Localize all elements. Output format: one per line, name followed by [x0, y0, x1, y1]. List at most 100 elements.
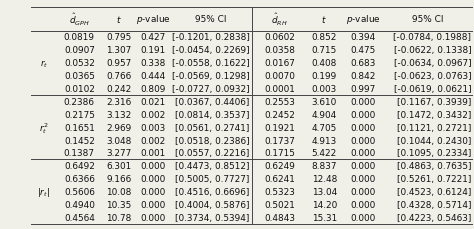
Text: 0.6492: 0.6492 [64, 162, 95, 171]
Text: 0.1387: 0.1387 [64, 149, 95, 158]
Text: 15.31: 15.31 [311, 213, 337, 222]
Text: [-0.0634, 0.0967]: [-0.0634, 0.0967] [394, 59, 472, 68]
Text: 14.20: 14.20 [311, 200, 337, 209]
Text: 6.301: 6.301 [106, 162, 132, 171]
Text: 0.795: 0.795 [106, 33, 132, 42]
Text: 0.4564: 0.4564 [64, 213, 95, 222]
Text: 0.0167: 0.0167 [264, 59, 295, 68]
Text: 0.000: 0.000 [350, 213, 375, 222]
Text: 2.316: 2.316 [106, 98, 132, 106]
Text: 0.1452: 0.1452 [64, 136, 95, 145]
Text: 0.000: 0.000 [350, 98, 375, 106]
Text: 2.969: 2.969 [106, 123, 132, 132]
Text: [0.4863, 0.7635]: [0.4863, 0.7635] [397, 162, 472, 171]
Text: 0.000: 0.000 [350, 187, 375, 196]
Text: 0.002: 0.002 [141, 110, 166, 119]
Text: [0.5261, 0.7221]: [0.5261, 0.7221] [397, 174, 472, 183]
Text: 0.842: 0.842 [350, 72, 375, 81]
Text: 0.2175: 0.2175 [64, 110, 95, 119]
Text: [-0.0784, 0.1988]: [-0.0784, 0.1988] [393, 33, 472, 42]
Text: 3.048: 3.048 [106, 136, 132, 145]
Text: 0.444: 0.444 [141, 72, 166, 81]
Text: $t$: $t$ [321, 14, 327, 25]
Text: 0.715: 0.715 [311, 46, 337, 55]
Text: [0.0814, 0.3537]: [0.0814, 0.3537] [175, 110, 249, 119]
Text: 0.4940: 0.4940 [64, 200, 95, 209]
Text: 0.000: 0.000 [350, 149, 375, 158]
Text: $\hat{d}_{RH}$: $\hat{d}_{RH}$ [271, 11, 288, 27]
Text: $|r_t|$: $|r_t|$ [37, 185, 50, 198]
Text: 0.957: 0.957 [106, 59, 132, 68]
Text: 0.427: 0.427 [141, 33, 166, 42]
Text: 0.199: 0.199 [311, 72, 337, 81]
Text: 0.000: 0.000 [350, 123, 375, 132]
Text: $r_t^2$: $r_t^2$ [39, 120, 48, 135]
Text: [-0.0623, 0.0763]: [-0.0623, 0.0763] [394, 72, 472, 81]
Text: 0.001: 0.001 [141, 149, 166, 158]
Text: [-0.0569, 0.1298]: [-0.0569, 0.1298] [172, 72, 249, 81]
Text: 8.837: 8.837 [311, 162, 337, 171]
Text: 0.997: 0.997 [350, 85, 375, 94]
Text: 0.021: 0.021 [141, 98, 166, 106]
Text: 4.705: 4.705 [311, 123, 337, 132]
Text: 12.48: 12.48 [311, 174, 337, 183]
Text: [0.4328, 0.5714]: [0.4328, 0.5714] [397, 200, 472, 209]
Text: [0.0557, 0.2216]: [0.0557, 0.2216] [175, 149, 249, 158]
Text: 0.2553: 0.2553 [264, 98, 295, 106]
Text: 0.002: 0.002 [141, 136, 166, 145]
Text: [0.4473, 0.8512]: [0.4473, 0.8512] [175, 162, 249, 171]
Text: $\hat{d}_{GPH}$: $\hat{d}_{GPH}$ [69, 11, 90, 27]
Text: 10.78: 10.78 [106, 213, 132, 222]
Text: 0.0070: 0.0070 [264, 72, 295, 81]
Text: 13.04: 13.04 [311, 187, 337, 196]
Text: $p$-value: $p$-value [136, 13, 171, 26]
Text: $p$-value: $p$-value [346, 13, 380, 26]
Text: 0.408: 0.408 [311, 59, 337, 68]
Text: [0.1167, 0.3939]: [0.1167, 0.3939] [397, 98, 472, 106]
Text: 0.000: 0.000 [350, 200, 375, 209]
Text: 0.809: 0.809 [141, 85, 166, 94]
Text: 0.000: 0.000 [350, 136, 375, 145]
Text: 0.000: 0.000 [141, 187, 166, 196]
Text: [0.0518, 0.2386]: [0.0518, 0.2386] [175, 136, 249, 145]
Text: 10.35: 10.35 [106, 200, 132, 209]
Text: 0.0001: 0.0001 [264, 85, 295, 94]
Text: 0.475: 0.475 [350, 46, 375, 55]
Text: 0.338: 0.338 [141, 59, 166, 68]
Text: [0.4523, 0.6124]: [0.4523, 0.6124] [397, 187, 472, 196]
Text: 0.000: 0.000 [141, 213, 166, 222]
Text: [0.4004, 0.5876]: [0.4004, 0.5876] [175, 200, 249, 209]
Text: 3.277: 3.277 [106, 149, 132, 158]
Text: 95% CI: 95% CI [412, 15, 443, 24]
Text: 0.0365: 0.0365 [64, 72, 95, 81]
Text: 0.242: 0.242 [106, 85, 132, 94]
Text: 5.422: 5.422 [311, 149, 337, 158]
Text: 0.1651: 0.1651 [64, 123, 95, 132]
Text: [0.1121, 0.2721]: [0.1121, 0.2721] [397, 123, 472, 132]
Text: 0.000: 0.000 [141, 162, 166, 171]
Text: 0.852: 0.852 [311, 33, 337, 42]
Text: 0.5323: 0.5323 [264, 187, 295, 196]
Text: [0.0367, 0.4406]: [0.0367, 0.4406] [175, 98, 249, 106]
Text: 0.6249: 0.6249 [264, 162, 295, 171]
Text: 4.913: 4.913 [311, 136, 337, 145]
Text: [-0.0727, 0.0932]: [-0.0727, 0.0932] [172, 85, 249, 94]
Text: 0.6241: 0.6241 [264, 174, 295, 183]
Text: [0.0561, 0.2741]: [0.0561, 0.2741] [175, 123, 249, 132]
Text: [0.3734, 0.5394]: [0.3734, 0.5394] [175, 213, 249, 222]
Text: 0.191: 0.191 [141, 46, 166, 55]
Text: 0.0602: 0.0602 [264, 33, 295, 42]
Text: 0.766: 0.766 [106, 72, 132, 81]
Text: $r_t$: $r_t$ [40, 58, 48, 69]
Text: [-0.0558, 0.1622]: [-0.0558, 0.1622] [172, 59, 249, 68]
Text: 0.1737: 0.1737 [264, 136, 295, 145]
Text: 4.904: 4.904 [311, 110, 337, 119]
Text: 0.2386: 0.2386 [64, 98, 95, 106]
Text: [0.1472, 0.3432]: [0.1472, 0.3432] [397, 110, 472, 119]
Text: 0.1715: 0.1715 [264, 149, 295, 158]
Text: [0.1095, 0.2334]: [0.1095, 0.2334] [397, 149, 472, 158]
Text: 95% CI: 95% CI [195, 15, 227, 24]
Text: 0.0907: 0.0907 [64, 46, 95, 55]
Text: 10.08: 10.08 [106, 187, 132, 196]
Text: 0.6366: 0.6366 [64, 174, 95, 183]
